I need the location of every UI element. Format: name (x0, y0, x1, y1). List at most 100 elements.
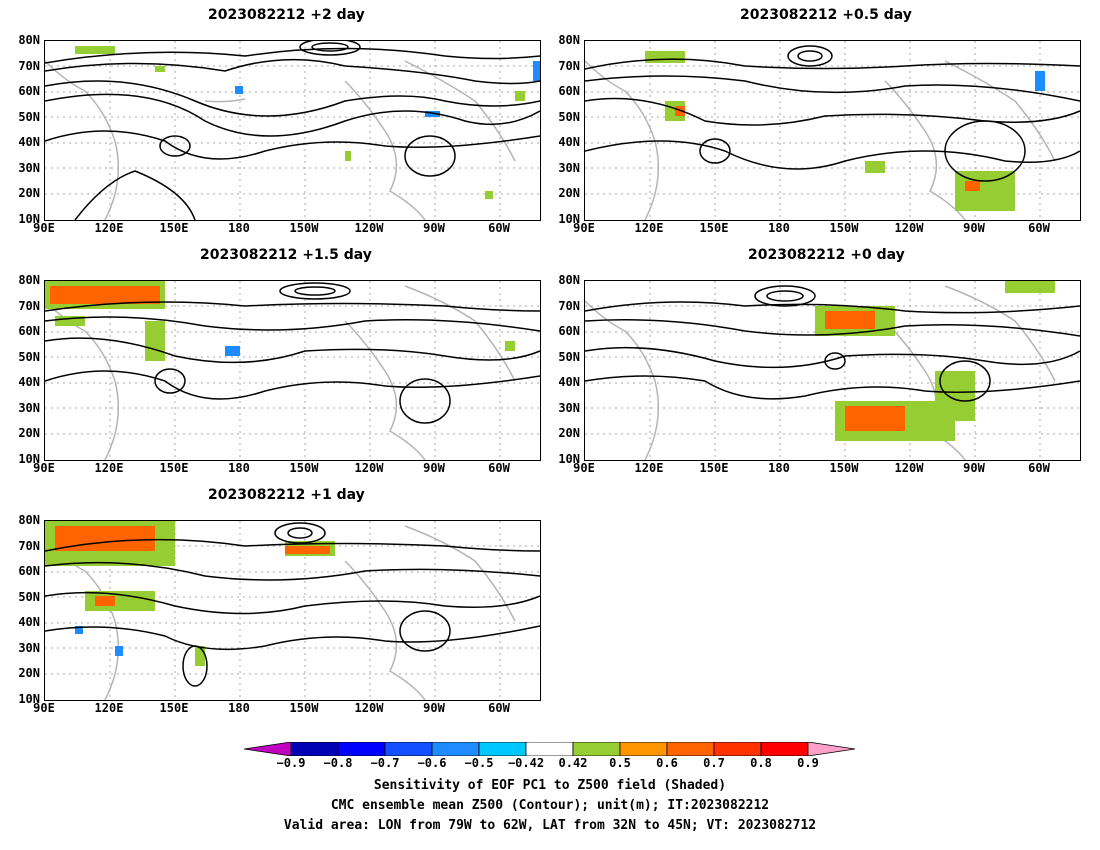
lon-tick-label: 90E (573, 221, 595, 235)
lon-tick-label: 180 (228, 221, 250, 235)
lon-tick-label: 90W (423, 221, 445, 235)
colorbar-segment (713, 741, 762, 757)
colorbar-segment (619, 741, 668, 757)
colorbar-tick-label: −0.9 (276, 756, 306, 770)
colorbar-tick-label: −0.8 (323, 756, 353, 770)
lat-tick-label: 30N (18, 640, 40, 655)
lat-tick-label: 50N (558, 349, 580, 364)
colorbar-segment (760, 741, 809, 757)
lon-tick-label: 150E (699, 461, 729, 475)
lon-tick-label: 150W (289, 221, 319, 235)
colorbar-segment (243, 741, 292, 757)
lon-tick-label: 120W (354, 701, 384, 715)
lat-tick-label: 10N (18, 691, 40, 706)
colorbar (243, 741, 860, 760)
lon-tick-label: 150E (159, 221, 189, 235)
lat-tick-label: 10N (558, 211, 580, 226)
lat-tick-label: 20N (558, 186, 580, 200)
map-svg (585, 281, 1080, 460)
lon-tick-label: 150E (159, 461, 189, 475)
lon-tick-label: 90E (33, 701, 55, 715)
lat-tick-label: 60N (18, 564, 40, 578)
lat-tick-label: 80N (18, 273, 40, 287)
lon-tick-label: 150W (289, 461, 319, 475)
colorbar-tick-label: 0.7 (703, 756, 725, 770)
lat-tick-label: 80N (558, 273, 580, 287)
lat-tick-label: 50N (18, 349, 40, 364)
colorbar-segment (666, 741, 715, 757)
lon-tick-label: 150W (829, 461, 859, 475)
lat-tick-label: 40N (18, 135, 40, 149)
lat-tick-label: 70N (18, 298, 40, 313)
lon-tick-label: 180 (228, 461, 250, 475)
lon-tick-label: 120E (94, 221, 124, 235)
panel-title: 2023082212 +0 day (748, 247, 905, 263)
lat-tick-label: 70N (558, 298, 580, 313)
lon-tick-label: 90E (573, 461, 595, 475)
lat-tick-label: 30N (558, 160, 580, 175)
colorbar-tick-label: −0.6 (417, 756, 447, 770)
lat-tick-label: 40N (18, 615, 40, 629)
lon-tick-label: 120E (94, 461, 124, 475)
colorbar-tick-label: −0.5 (464, 756, 494, 770)
lat-tick-label: 30N (558, 400, 580, 415)
lon-tick-label: 120W (894, 461, 924, 475)
lat-tick-label: 20N (18, 186, 40, 200)
lat-tick-label: 60N (18, 84, 40, 98)
colorbar-segment (478, 741, 527, 757)
lat-tick-label: 20N (18, 426, 40, 440)
panel-title: 2023082212 +1 day (208, 487, 365, 503)
colorbar-tick-label: −0.42 (507, 756, 545, 770)
colorbar-svg (243, 741, 856, 757)
lat-tick-label: 50N (18, 109, 40, 124)
map-svg (45, 41, 540, 220)
lat-tick-label: 40N (18, 375, 40, 389)
lat-tick-label: 60N (558, 324, 580, 338)
lon-tick-label: 60W (488, 221, 510, 235)
colorbar-segment (290, 741, 339, 757)
lon-tick-label: 180 (228, 701, 250, 715)
colorbar-tick-label: −0.7 (370, 756, 400, 770)
lat-tick-label: 70N (558, 58, 580, 73)
caption-line-3: Valid area: LON from 79W to 62W, LAT fro… (283, 818, 817, 833)
lon-tick-label: 120W (894, 221, 924, 235)
lat-tick-label: 60N (18, 324, 40, 338)
lon-tick-label: 90W (423, 461, 445, 475)
panel-title: 2023082212 +2 day (208, 7, 365, 23)
lat-tick-label: 10N (18, 211, 40, 226)
lon-tick-label: 120W (354, 221, 384, 235)
colorbar-tick-label: 0.5 (609, 756, 631, 770)
colorbar-segment (807, 741, 856, 757)
lat-tick-label: 20N (558, 426, 580, 440)
colorbar-segment (384, 741, 433, 757)
lat-tick-label: 80N (18, 513, 40, 527)
colorbar-tick-label: 0.8 (750, 756, 772, 770)
lat-tick-label: 70N (18, 538, 40, 553)
map-area (584, 280, 1081, 461)
lon-tick-label: 150E (159, 701, 189, 715)
lon-tick-label: 150E (699, 221, 729, 235)
lon-tick-label: 90E (33, 221, 55, 235)
lat-tick-label: 40N (558, 375, 580, 389)
lat-tick-label: 60N (558, 84, 580, 98)
colorbar-tick-label: 0.9 (797, 756, 819, 770)
lat-tick-label: 80N (558, 33, 580, 47)
map-svg (45, 521, 540, 700)
lon-tick-label: 90W (423, 701, 445, 715)
lat-tick-label: 10N (558, 451, 580, 466)
lon-tick-label: 60W (488, 461, 510, 475)
lon-tick-label: 90E (33, 461, 55, 475)
lon-tick-label: 120W (354, 461, 384, 475)
map-area (44, 40, 541, 221)
map-area (584, 40, 1081, 221)
lat-tick-label: 80N (18, 33, 40, 47)
lat-tick-label: 40N (558, 135, 580, 149)
caption-line-1: Sensitivity of EOF PC1 to Z500 field (Sh… (373, 778, 727, 793)
lon-tick-label: 90W (963, 461, 985, 475)
map-area (44, 520, 541, 701)
panel-title: 2023082212 +0.5 day (740, 7, 912, 23)
colorbar-tick-label: 0.6 (656, 756, 678, 770)
lon-tick-label: 180 (768, 221, 790, 235)
lon-tick-label: 60W (1028, 221, 1050, 235)
colorbar-segment (572, 741, 621, 757)
